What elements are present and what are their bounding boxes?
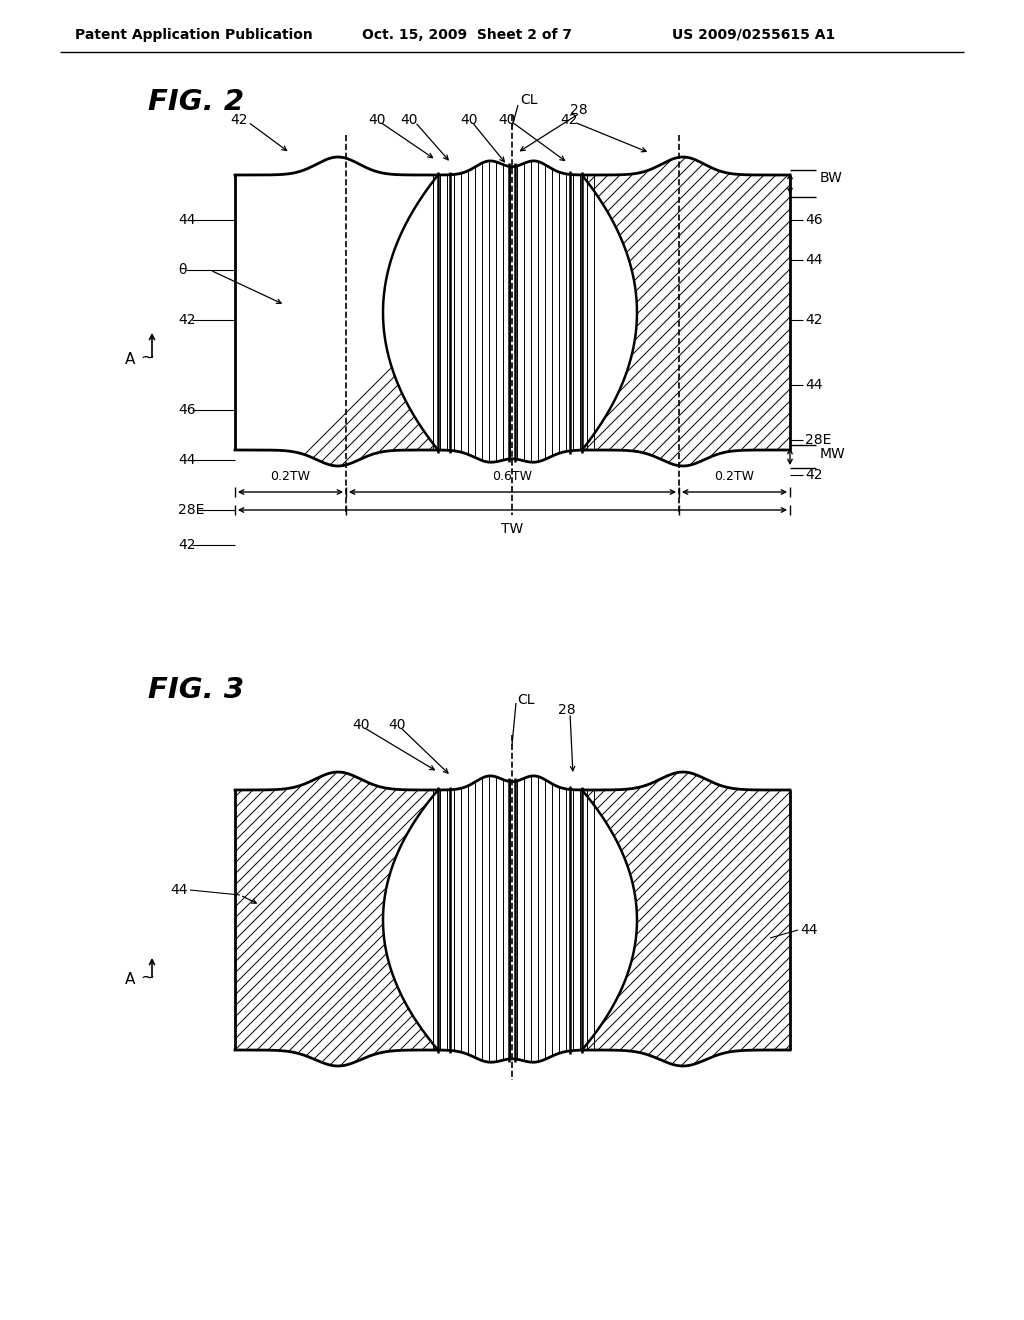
Text: 28: 28 (558, 704, 575, 717)
Text: TW: TW (501, 521, 523, 536)
Text: ~: ~ (140, 969, 154, 987)
Text: 46: 46 (178, 403, 196, 417)
Text: 42: 42 (178, 313, 196, 327)
Text: 40: 40 (460, 114, 477, 127)
Text: 40: 40 (352, 718, 370, 733)
Text: 42: 42 (805, 469, 822, 482)
Text: 44: 44 (800, 923, 817, 937)
Text: 40: 40 (368, 114, 385, 127)
Text: CL: CL (517, 693, 535, 708)
Text: 42: 42 (178, 539, 196, 552)
Text: US 2009/0255615 A1: US 2009/0255615 A1 (672, 28, 836, 42)
Text: ~: ~ (140, 348, 154, 367)
Text: 44: 44 (170, 883, 187, 898)
Text: BW: BW (820, 172, 843, 186)
Text: FIG. 2: FIG. 2 (148, 88, 244, 116)
Text: 40: 40 (388, 718, 406, 733)
Text: 42: 42 (805, 313, 822, 327)
Text: Oct. 15, 2009  Sheet 2 of 7: Oct. 15, 2009 Sheet 2 of 7 (362, 28, 572, 42)
Text: A: A (125, 352, 135, 367)
Text: FIG. 3: FIG. 3 (148, 676, 244, 704)
Text: 0.2TW: 0.2TW (270, 470, 310, 483)
Text: CL: CL (520, 92, 538, 107)
Text: 46: 46 (805, 213, 822, 227)
Text: 40: 40 (400, 114, 418, 127)
Text: 28E: 28E (178, 503, 205, 517)
Text: 0.2TW: 0.2TW (715, 470, 755, 483)
Text: 28: 28 (570, 103, 588, 117)
Text: 0.6TW: 0.6TW (492, 470, 532, 483)
Text: 40: 40 (498, 114, 515, 127)
Text: A: A (125, 973, 135, 987)
Text: θ: θ (178, 263, 186, 277)
Text: 44: 44 (178, 453, 196, 467)
Text: MW: MW (820, 446, 846, 461)
Text: 28E: 28E (805, 433, 831, 447)
Text: 42: 42 (230, 114, 248, 127)
Text: 44: 44 (805, 378, 822, 392)
Text: 44: 44 (178, 213, 196, 227)
Text: 44: 44 (805, 253, 822, 267)
Text: Patent Application Publication: Patent Application Publication (75, 28, 312, 42)
Text: 42: 42 (560, 114, 578, 127)
